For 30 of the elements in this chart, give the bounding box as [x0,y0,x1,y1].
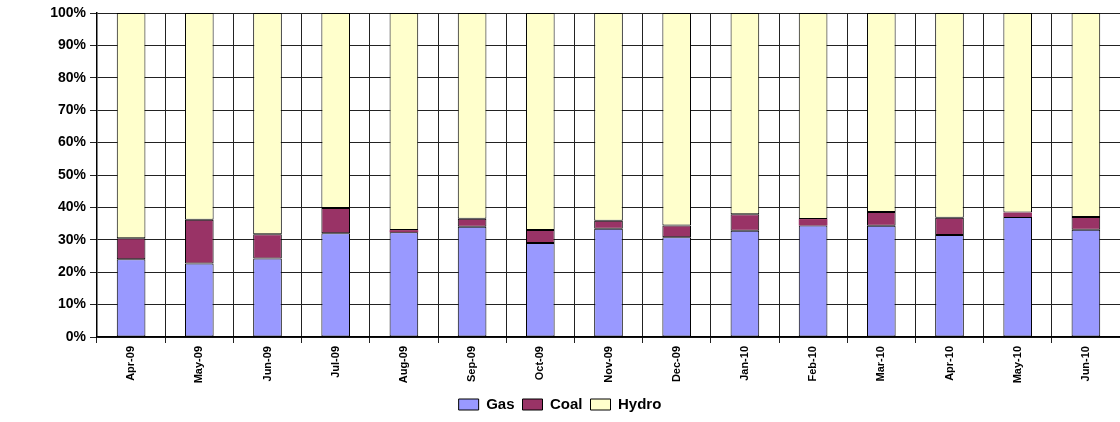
x-tick-label: Aug-09 [396,346,409,384]
x-tick-label: Oct-09 [533,346,546,381]
x-tick-label: Dec-09 [669,346,682,383]
bar [798,219,828,226]
x-tick-label: Sep-09 [465,346,478,383]
y-tick-label: 50% [57,165,87,182]
legend-label: Gas [486,394,515,412]
y-tick-label: 20% [57,263,87,280]
legend-label: Coal [550,394,583,412]
y-tick-label: 60% [57,133,87,150]
x-tick-label: Apr-09 [124,346,137,381]
y-tick-label: 10% [57,295,87,312]
y-tick-label: 80% [57,68,87,85]
y-tick-label: 0% [65,327,87,344]
y-tick-label: 100% [50,3,87,20]
x-tick-label: Jul-09 [328,346,341,378]
x-tick-label: Nov-09 [601,346,614,383]
x-tick-label: May-09 [192,346,205,384]
y-tick-label: 90% [57,36,87,53]
x-tick-label: Jun-09 [260,346,273,382]
x-tick-label: May-10 [1010,346,1023,384]
legend-label: Hydro [618,394,662,412]
x-tick-label: Mar-10 [874,346,887,382]
y-tick-label: 40% [57,198,87,215]
x-tick-label: Feb-10 [806,346,819,382]
y-tick-label: 70% [57,101,87,118]
x-tick-label: Jan-10 [737,346,750,381]
x-tick-label: Apr-10 [942,346,955,381]
x-tick-label: Jun-10 [1078,346,1091,382]
y-tick-label: 30% [57,230,87,247]
